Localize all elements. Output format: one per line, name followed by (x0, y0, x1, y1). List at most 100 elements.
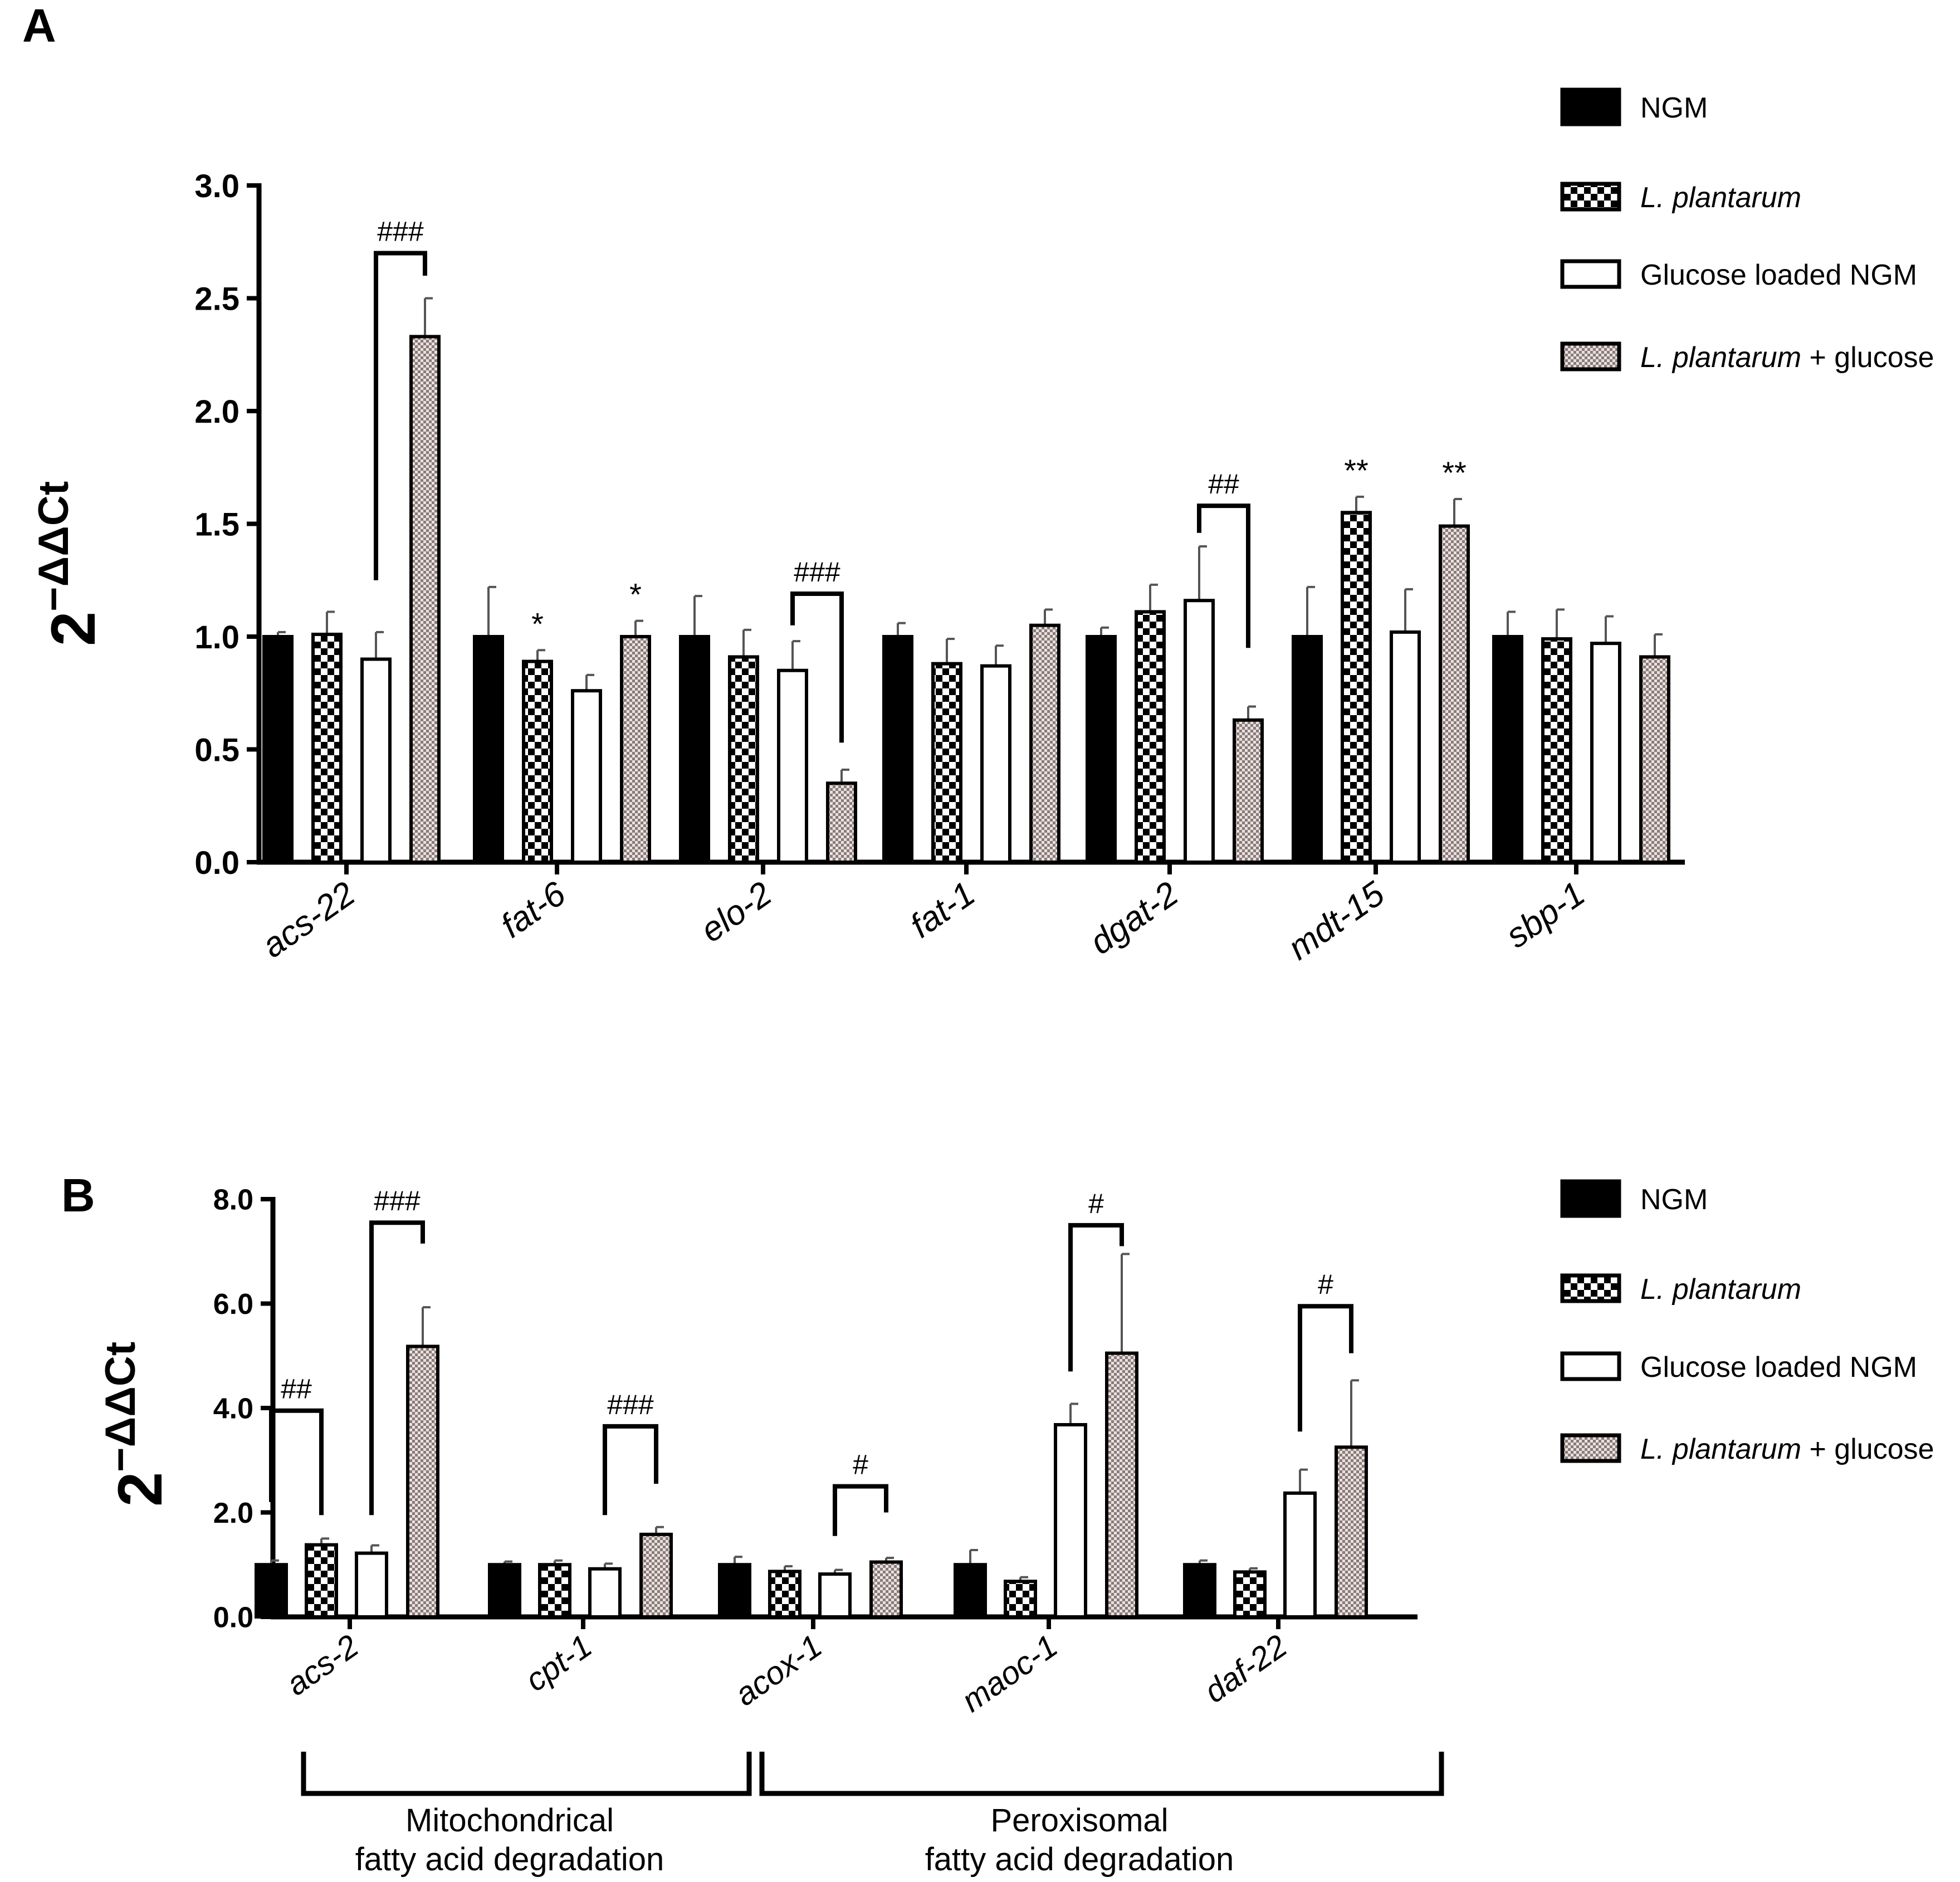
panel-a-category-label: elo-2 (694, 874, 779, 950)
legend-label: Glucose loaded NGM (1640, 1351, 1917, 1384)
panel-b-legend: NGM L. plantarum Glucose loaded NGM L. plan… (1560, 1179, 1934, 1465)
panel-a-bar (620, 635, 651, 864)
legend-swatch (1560, 1351, 1621, 1381)
panel-a-bar (1292, 635, 1323, 864)
legend-label-italic: L. plantarum (1640, 341, 1801, 374)
panel-b-significance-bracket (1068, 1223, 1124, 1372)
panel-b-bracket-label: ### (607, 1389, 654, 1420)
panel-a-bar (1086, 635, 1117, 864)
group-bracket-peroxisomal: Peroxisomal fatty acid degradation (759, 1752, 1444, 1878)
panel-a-bracket-label: ### (377, 216, 424, 247)
panel-b-category-label: daf-22 (1197, 1627, 1293, 1710)
legend-swatch (1560, 1179, 1621, 1218)
panel-b-bar (1335, 1445, 1368, 1619)
group-label-peroxisomal-line1: Peroxisomal (990, 1802, 1168, 1839)
panel-a-category-label: fat-6 (494, 874, 573, 946)
panel-b-bar (355, 1551, 388, 1619)
panel-b-y-tick-label: 4.0 (213, 1393, 253, 1425)
panel-b-bar (255, 1563, 288, 1619)
panel-b-bar (768, 1570, 801, 1619)
panel-b-chart: 0.0 2.0 4.0 6.0 8.0 acs-2 cpt-1 acox-1 maoc-1 daf… (213, 1184, 1418, 1719)
panel-a-category-label: acs-22 (255, 874, 362, 965)
legend-swatch (1560, 87, 1621, 126)
panel-a-bar (262, 635, 294, 864)
panel-b-bracket-label: # (1088, 1188, 1104, 1219)
panel-a-y-tick-label: 2.5 (194, 281, 239, 317)
panel-a-bar (728, 655, 759, 864)
panel-b-category-label: acox-1 (729, 1627, 829, 1713)
panel-a-bar (1492, 635, 1523, 864)
panel-a-bar (1341, 511, 1372, 864)
panel-a-significance-mark: ** (1344, 453, 1368, 488)
panel-a-y-tick-label: 3.0 (194, 168, 239, 204)
panel-a-category-label: dgat-2 (1083, 874, 1185, 962)
panel-a-bar (409, 335, 441, 864)
panel-a-y-axis-base: 2 (38, 612, 108, 646)
panel-b-significance-bracket (369, 1220, 425, 1516)
panel-b-bar (1233, 1570, 1267, 1619)
panel-b-y-tick-label: 0.0 (213, 1602, 253, 1634)
panel-a-y-axis-title: 2−ΔΔCt (30, 481, 108, 646)
panel-b-category-label: acs-2 (280, 1627, 365, 1703)
panel-a-significance-bracket (790, 592, 844, 743)
panel-a-bar (679, 635, 710, 864)
panel-a-bar (1541, 637, 1572, 864)
panel-a-bar (1233, 718, 1264, 864)
panel-a-bar (1439, 524, 1470, 864)
panel-b-y-axis-base: 2 (105, 1472, 175, 1507)
legend-swatch (1560, 182, 1621, 212)
panel-a-bar (473, 635, 504, 864)
panel-b-significance-bracket (833, 1484, 888, 1536)
group-bracket-mitochondrial: Mitochondrical fatty acid degradation (301, 1752, 752, 1878)
legend-label: L. plantarum + glucose (1640, 341, 1934, 374)
legend-label-italic: L. plantarum (1640, 1273, 1801, 1306)
panel-a-bar (777, 668, 808, 864)
legend-label: L. plantarum (1640, 1273, 1801, 1306)
panel-a-bar (1135, 610, 1166, 864)
panel-a-category-label: mdt-15 (1281, 874, 1391, 967)
panel-label-b: B (61, 1169, 95, 1221)
panel-b-y-axis-title: 2−ΔΔCt (97, 1342, 175, 1507)
panel-a-bar (1390, 630, 1421, 864)
panel-a-bar (522, 659, 553, 864)
legend-swatch (1560, 1433, 1621, 1463)
panel-b-significance-bracket (603, 1424, 658, 1516)
panel-b-bar (588, 1567, 622, 1619)
group-label-mitochondrial-line1: Mitochondrical (405, 1802, 614, 1839)
panel-b-bar (1004, 1580, 1037, 1619)
panel-b-bar (954, 1563, 987, 1619)
legend-label-italic: L. plantarum (1640, 182, 1801, 214)
panel-a-bar (931, 662, 962, 864)
panel-a-significance-bracket (374, 251, 427, 580)
panel-b-bracket-label: ## (281, 1373, 312, 1405)
panel-a-y-axis-superscript: −ΔΔCt (30, 481, 77, 612)
panel-b-bracket-label: # (853, 1449, 868, 1480)
panel-b-bar (538, 1563, 571, 1619)
panel-b-bar (718, 1563, 751, 1619)
group-label-peroxisomal-line2: fatty acid degradation (925, 1841, 1234, 1878)
panel-a-bar (882, 635, 913, 864)
panel-b-y-tick-label: 2.0 (213, 1497, 253, 1529)
legend-label: L. plantarum (1640, 182, 1801, 214)
legend-label: NGM (1640, 1184, 1708, 1216)
legend-swatch (1560, 1273, 1621, 1303)
panel-a-significance-mark: * (531, 606, 544, 641)
panel-b-category-label: cpt-1 (519, 1627, 599, 1698)
legend-label: L. plantarum + glucose (1640, 1433, 1934, 1465)
panel-a-significance-mark: ** (1442, 455, 1467, 490)
panel-a-bar (360, 657, 392, 864)
panel-a-category-label: sbp-1 (1499, 874, 1592, 955)
panel-a-legend: NGM L. plantarum Glucose loaded NGM L. plan… (1560, 87, 1934, 374)
panel-b-bracket-label: ### (374, 1185, 421, 1216)
panel-b-bar (869, 1560, 903, 1619)
panel-b-bar (1054, 1423, 1087, 1619)
panel-a-bar (980, 664, 1011, 864)
panel-a-bar (1639, 655, 1670, 864)
legend-label: NGM (1640, 92, 1708, 124)
panel-a-bar (1184, 599, 1215, 864)
panel-a-bracket-label: ### (794, 556, 840, 588)
panel-b-bar (1283, 1491, 1317, 1619)
panel-b-bar (818, 1572, 852, 1619)
panel-b-bar (1183, 1563, 1216, 1619)
